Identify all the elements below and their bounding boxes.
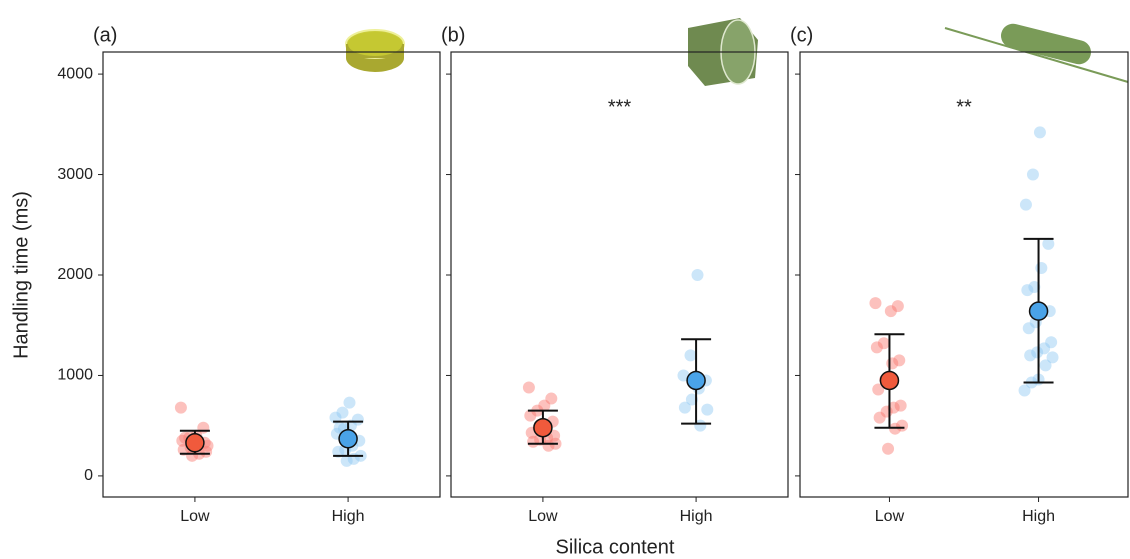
data-point: [869, 297, 881, 309]
panel-border: [800, 52, 1128, 497]
panel-border: [103, 52, 440, 497]
chart: Handling time (ms) Silica content (a) 0 10…: [0, 0, 1130, 559]
y-axis-label: Handling time (ms): [10, 191, 32, 359]
data-point: [1023, 322, 1035, 334]
icon-a: [346, 30, 404, 72]
x-axis-label: Silica content: [556, 536, 675, 558]
panel-border: [451, 52, 788, 497]
x-tick-label: High: [1022, 508, 1055, 525]
mean-point: [880, 371, 898, 389]
page: Handling time (ms) Silica content (a) 0 10…: [0, 0, 1130, 559]
panel-label: (a): [93, 24, 117, 46]
data-point: [1034, 126, 1046, 138]
data-point: [523, 382, 535, 394]
data-point: [701, 404, 713, 416]
data-point: [886, 357, 898, 369]
data-point: [543, 440, 555, 452]
data-point: [1024, 349, 1036, 361]
data-point: [679, 402, 691, 414]
data-point: [343, 397, 355, 409]
significance: **: [956, 96, 972, 118]
data-point: [889, 423, 901, 435]
y-tick-label: 3000: [57, 166, 93, 183]
data-point: [1019, 385, 1031, 397]
x-tick-label: Low: [528, 508, 558, 525]
data-point: [1020, 199, 1032, 211]
panel-label: (c): [790, 24, 813, 46]
data-point: [175, 402, 187, 414]
data-point: [1035, 262, 1047, 274]
x-tick-label: High: [680, 508, 713, 525]
x-tick-label: Low: [875, 508, 905, 525]
data-point: [871, 341, 883, 353]
y-tick-label: 0: [84, 467, 93, 484]
mean-point: [339, 430, 357, 448]
data-point: [874, 412, 886, 424]
data-point: [882, 443, 894, 455]
y-tick-label: 2000: [57, 266, 93, 283]
data-point: [527, 436, 539, 448]
y-tick-label: 4000: [57, 65, 93, 82]
significance: ***: [608, 96, 632, 118]
x-tick-label: Low: [180, 508, 210, 525]
data-point: [684, 349, 696, 361]
panel-label: (b): [441, 24, 465, 46]
mean-point: [687, 371, 705, 389]
mean-point: [534, 419, 552, 437]
x-tick-label: High: [332, 508, 365, 525]
data-point: [1027, 169, 1039, 181]
data-point: [691, 269, 703, 281]
mean-point: [1030, 302, 1048, 320]
data-point: [1021, 284, 1033, 296]
data-point: [885, 305, 897, 317]
data-point: [1040, 359, 1052, 371]
y-tick-label: 1000: [57, 367, 93, 384]
mean-point: [186, 434, 204, 452]
